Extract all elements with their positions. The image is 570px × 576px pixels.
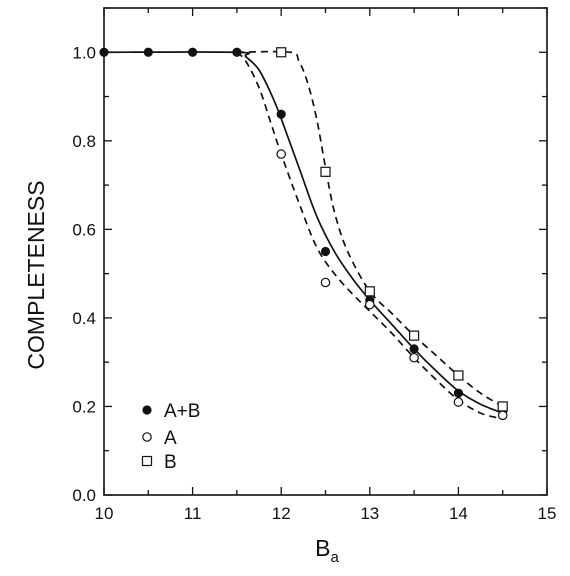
legend: A+B A B	[141, 401, 200, 473]
point-a	[453, 397, 464, 407]
y-tick-label: 0.6	[72, 220, 96, 239]
legend-item-a-plus-b: A+B	[142, 401, 200, 422]
legend-item-b: B	[141, 452, 177, 473]
legend-marker-filled-circle	[142, 405, 152, 415]
legend-item-a: A	[142, 428, 177, 449]
point-b	[364, 286, 375, 297]
fitted-curves	[103, 50, 504, 420]
x-axis-title-subscript: a	[331, 549, 340, 566]
y-axis-title: COMPLETENESS	[23, 180, 49, 369]
curve-a	[236, 51, 503, 420]
point-a-plus-b	[232, 47, 242, 57]
curve-b	[236, 50, 504, 408]
x-tick-label: 10	[95, 504, 114, 523]
point-a-plus-b	[276, 109, 286, 119]
x-tick-label: 13	[360, 504, 379, 523]
legend-label-b: B	[164, 452, 177, 473]
y-tick-label: 0.2	[72, 397, 96, 416]
point-a	[364, 299, 375, 310]
plot-frame	[103, 7, 548, 496]
point-b	[320, 166, 331, 177]
point-a-plus-b	[453, 388, 463, 398]
point-a-plus-b	[188, 47, 198, 57]
y-tick-label: 1.0	[72, 43, 96, 62]
point-a	[409, 352, 419, 363]
legend-marker-open-circle	[142, 432, 152, 442]
point-a-plus-b	[143, 47, 153, 57]
x-axis-title-main: B	[315, 535, 330, 561]
point-a	[497, 410, 508, 421]
point-a	[320, 277, 331, 288]
data-markers	[99, 47, 508, 421]
y-tick-label: 0.0	[72, 486, 96, 505]
curve-a-plus-b	[103, 51, 504, 414]
legend-label-a: A	[164, 428, 177, 449]
x-tick-label: 12	[272, 504, 291, 523]
x-tick-label: 11	[184, 504, 202, 523]
point-b	[276, 47, 287, 58]
x-tick-label: 14	[449, 504, 468, 523]
legend-marker-open-square	[141, 455, 153, 467]
point-b	[409, 330, 420, 341]
point-a	[276, 149, 286, 159]
x-axis-title: Ba	[315, 535, 339, 566]
point-a-plus-b	[320, 246, 331, 257]
y-tick-label: 0.8	[72, 132, 96, 151]
point-b	[453, 370, 464, 381]
tick-labels: 10 11 12 13 14 15 0.0 0.2 0.4 0.6 0.8 1.0	[72, 43, 556, 523]
legend-label-a-plus-b: A+B	[164, 401, 200, 422]
y-tick-label: 0.4	[72, 309, 96, 328]
point-a-plus-b	[409, 344, 419, 354]
point-b	[497, 401, 508, 412]
x-tick-label: 15	[538, 504, 557, 523]
